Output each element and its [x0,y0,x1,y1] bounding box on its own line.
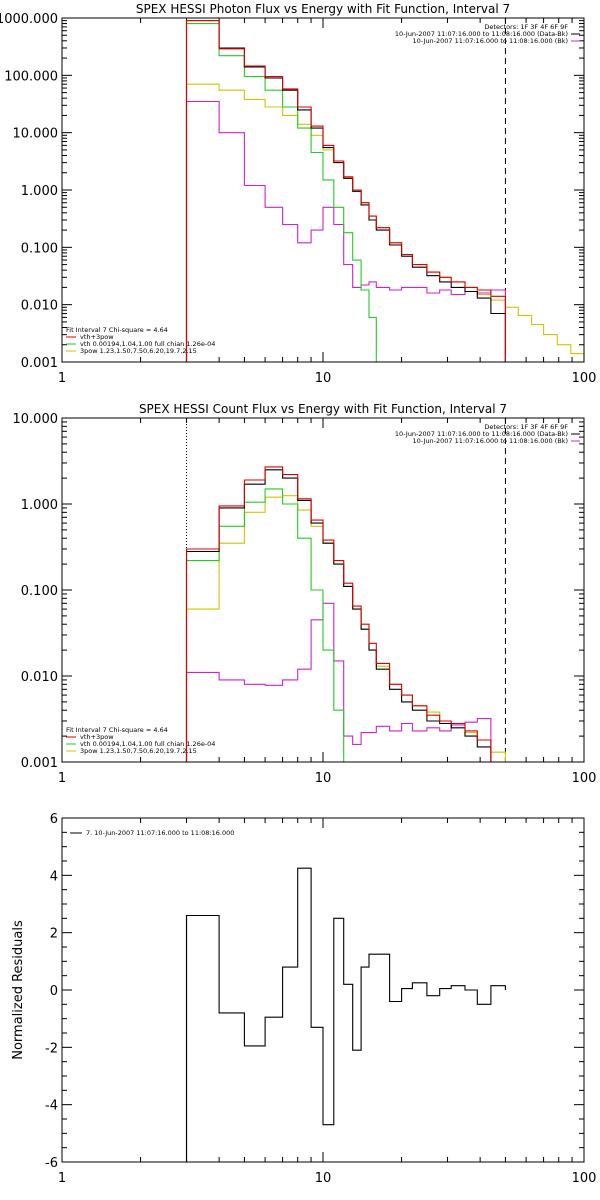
legend-entry: Fit Interval 7 Chi-square = 4.64 [66,726,168,734]
series-vth-3pow-line [185,466,492,762]
y-tick-label: 4 [50,869,58,884]
x-tick-label: 10 [315,771,332,786]
y-tick-label: 100.000 [4,69,58,84]
x-tick-label: 10 [315,1171,332,1186]
y-tick-label: 0.010 [21,670,58,685]
legend-entry: 3pow 1.23,1.50,7.50,6.20,19.7,2.15 [80,747,197,755]
series-group [185,466,519,762]
series-vth-line [185,488,353,762]
legend-entry: Fit Interval 7 Chi-square = 4.64 [66,326,168,334]
y-tick-label: 0 [50,984,58,999]
y-tick-label: 2 [50,927,58,942]
header-line: Detectors: 1F 3F 4F 6F 9F [484,23,568,31]
y-tick-label: 0.010 [21,299,58,314]
chart-panel-1: SPEX HESSI Photon Flux vs Energy with Fi… [0,2,596,386]
series-group [185,20,584,362]
series-black-line [185,867,506,1162]
y-tick-label: 1.000 [21,184,58,199]
x-tick-label: 1 [58,1171,66,1186]
plot-frame [61,417,585,763]
series-vth-3pow-line [185,20,506,362]
legend-entry: vth+3pow [80,733,114,741]
y-tick-label: -4 [45,1099,58,1114]
header-line: 10-Jun-2007 11:07:16.000 to 11:08:16.000… [395,30,568,38]
chart-title: SPEX HESSI Count Flux vs Energy with Fit… [139,402,507,416]
legend-entry: vth 0.00194,1.04,1.00 full chian 1.26e-0… [80,340,215,348]
x-tick-label: 1 [58,371,66,386]
x-tick-label: 100 [572,1171,597,1186]
series-3pow-line [185,83,584,362]
plot-frame [61,817,585,1163]
series-data-bk-line [185,20,506,362]
y-tick-label: 0.100 [21,584,58,599]
header-line: 10-Jun-2007 11:07:16.000 to 11:08:16.000… [413,437,568,445]
chart-title: SPEX HESSI Photon Flux vs Energy with Fi… [136,2,510,16]
series-vth-line [185,23,390,362]
chart-panel-3: Normalized Residuals 1 10 100 6 4 2 0 -2 -4 -6 7. 1… [11,812,596,1186]
y-tick-label: -2 [45,1041,58,1056]
x-tick-label: 10 [315,371,332,386]
y-tick-label: 1.000 [21,498,58,513]
series-bk-line [185,100,506,362]
series-data-bk-line [185,469,492,762]
y-axis-label: Normalized Residuals [11,920,26,1060]
y-tick-label: -6 [45,1156,58,1171]
legend-entry: vth+3pow [80,333,114,341]
header-line: 10-Jun-2007 11:07:16.000 to 11:08:16.000… [395,430,568,438]
series-bk-line [185,602,492,762]
series-group [185,867,506,1162]
legend-entry: 7. 10-Jun-2007 11:07:16.000 to 11:08:16.… [86,829,234,837]
header-line: Detectors: 1F 3F 4F 6F 9F [484,423,568,431]
header-line: 10-Jun-2007 11:07:16.000 to 11:08:16.000… [413,37,568,45]
x-tick-label: 100 [572,371,597,386]
y-tick-label: 0.100 [21,241,58,256]
chart-panel-2: SPEX HESSI Count Flux vs Energy with Fit… [13,402,597,786]
y-tick-label: 0.001 [21,356,58,371]
plot-frame [61,17,585,363]
legend-entry: vth 0.00194,1.04,1.00 full chian 1.26e-0… [80,740,215,748]
y-tick-label: 6 [50,812,58,827]
legend-entry: 3pow 1.23,1.50,7.50,6.20,19.7,2.15 [80,347,197,355]
y-tick-label: 10.000 [13,127,59,142]
x-tick-label: 1 [58,771,66,786]
x-tick-label: 100 [572,771,597,786]
y-tick-label: 1000.000 [0,12,58,27]
y-tick-label: 10.000 [13,412,59,427]
y-tick-label: 0.001 [21,756,58,771]
